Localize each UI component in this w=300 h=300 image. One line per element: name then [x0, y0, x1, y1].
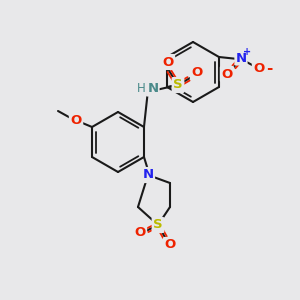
Text: S: S	[173, 79, 183, 92]
Text: -: -	[266, 61, 272, 76]
Text: O: O	[134, 226, 146, 239]
Text: S: S	[153, 218, 163, 232]
Text: O: O	[254, 62, 265, 76]
Text: O: O	[191, 65, 203, 79]
Text: +: +	[243, 47, 251, 57]
Text: O: O	[70, 115, 82, 128]
Text: N: N	[142, 169, 154, 182]
Text: H: H	[137, 82, 146, 95]
Text: N: N	[147, 82, 159, 95]
Text: N: N	[236, 52, 247, 64]
Text: O: O	[164, 238, 175, 251]
Text: O: O	[162, 56, 174, 68]
Text: O: O	[221, 68, 233, 80]
